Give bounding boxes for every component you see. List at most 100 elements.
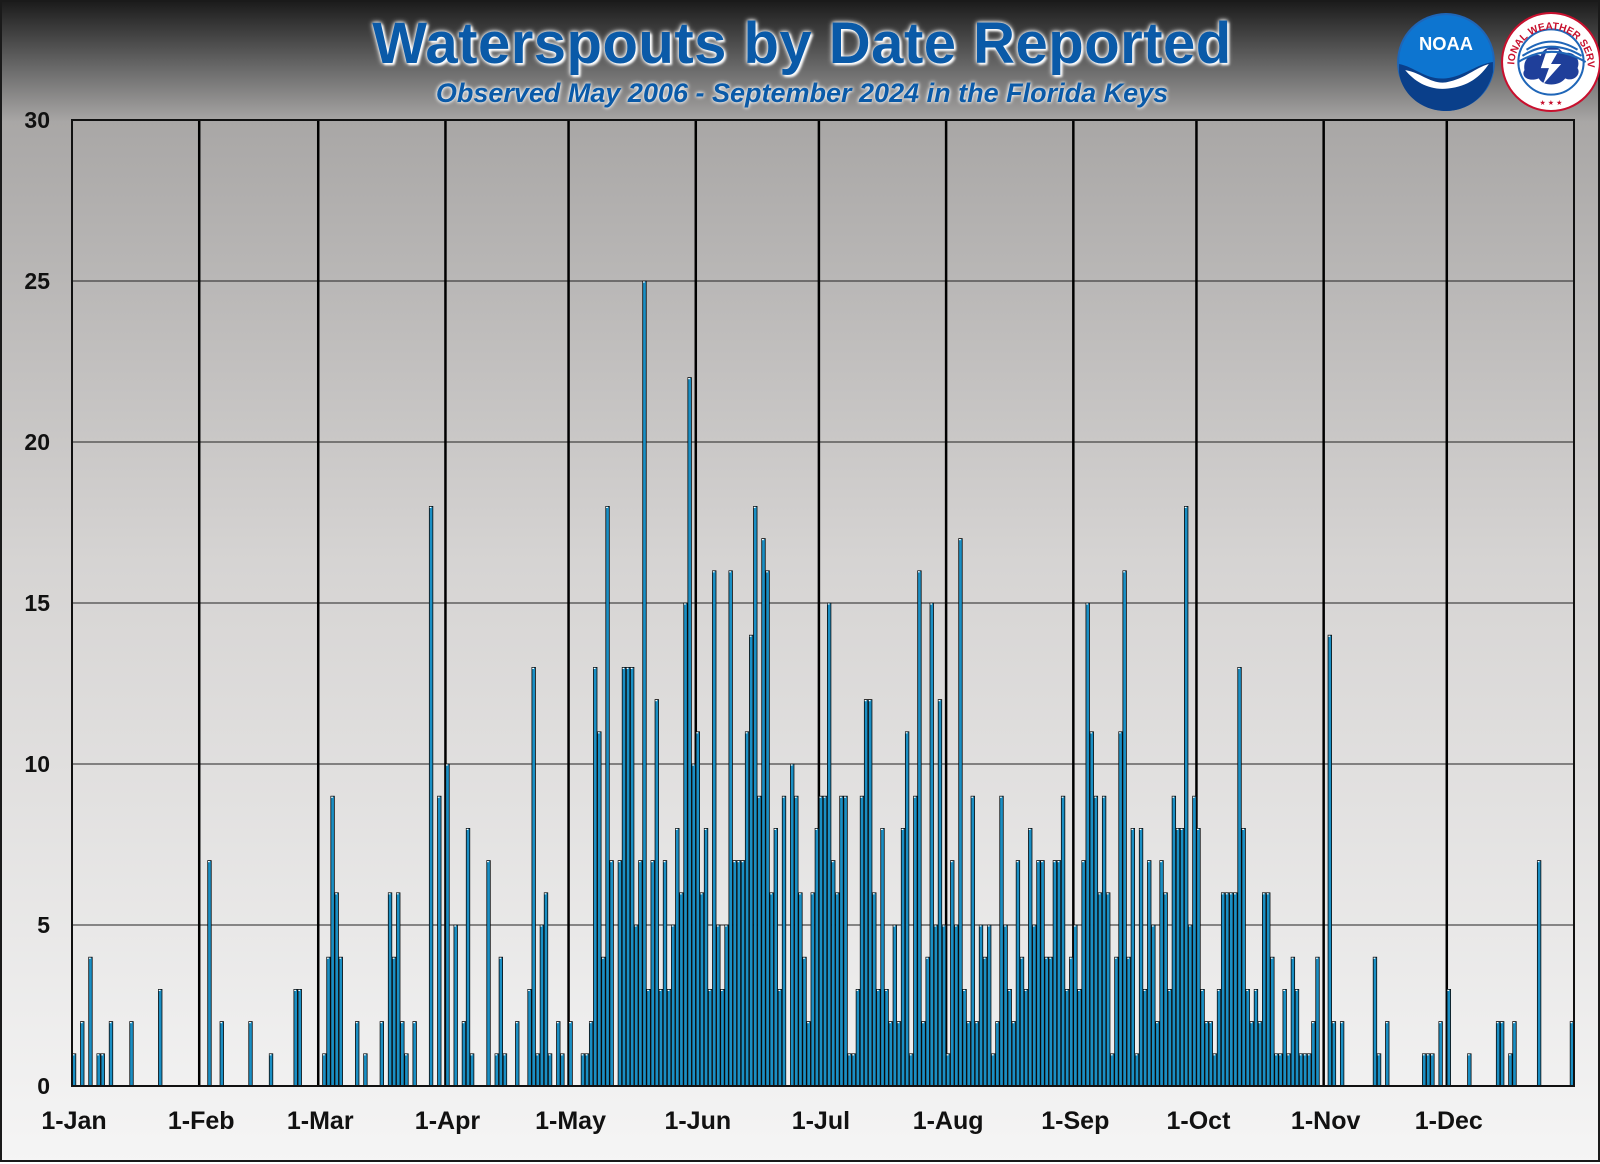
bar bbox=[1106, 892, 1111, 1087]
bar bbox=[884, 989, 889, 1087]
bar bbox=[539, 924, 545, 1087]
bar bbox=[843, 795, 848, 1087]
bar bbox=[1327, 634, 1332, 1087]
bar bbox=[933, 924, 939, 1087]
bar bbox=[679, 892, 684, 1087]
bar bbox=[1241, 828, 1246, 1087]
bar bbox=[1286, 1053, 1291, 1087]
bar bbox=[646, 989, 651, 1087]
bar bbox=[995, 1021, 1000, 1087]
bar bbox=[794, 795, 799, 1087]
bar bbox=[802, 956, 807, 1087]
svg-text:★ ★ ★: ★ ★ ★ bbox=[1539, 99, 1562, 107]
bar bbox=[1249, 1021, 1255, 1087]
bar bbox=[892, 924, 897, 1087]
bar bbox=[662, 860, 668, 1087]
y-tick-label: 10 bbox=[24, 751, 50, 777]
bar bbox=[1216, 989, 1222, 1087]
bar bbox=[1089, 731, 1094, 1087]
bar bbox=[129, 1021, 134, 1087]
x-tick-label: 1-Apr bbox=[415, 1107, 481, 1135]
bar bbox=[921, 1021, 926, 1087]
bar bbox=[675, 828, 680, 1087]
bar bbox=[790, 763, 795, 1087]
x-tick-label: 1-Sep bbox=[1041, 1107, 1109, 1135]
bar bbox=[1028, 828, 1033, 1087]
bar bbox=[1175, 828, 1181, 1087]
bar bbox=[1077, 989, 1082, 1087]
noaa-logo-text: NOAA bbox=[1419, 33, 1473, 54]
bar bbox=[527, 989, 532, 1087]
bar bbox=[937, 699, 943, 1087]
bar bbox=[1274, 1053, 1279, 1087]
bar bbox=[1151, 924, 1156, 1087]
bar bbox=[900, 828, 906, 1087]
bar bbox=[630, 667, 635, 1087]
bar bbox=[568, 1021, 573, 1087]
bar bbox=[547, 1053, 553, 1087]
bar bbox=[1245, 989, 1250, 1087]
bar bbox=[970, 795, 975, 1087]
bar bbox=[1430, 1053, 1435, 1087]
bar bbox=[1229, 892, 1234, 1087]
bar bbox=[1237, 667, 1242, 1087]
bar bbox=[810, 892, 815, 1087]
bar bbox=[822, 795, 828, 1087]
bar bbox=[769, 892, 774, 1087]
bar bbox=[880, 828, 885, 1087]
bar bbox=[703, 828, 709, 1087]
bar bbox=[728, 570, 733, 1087]
bar bbox=[1171, 795, 1177, 1087]
x-axis-ticks: 1-Jan 1-Feb 1-Mar 1-Apr 1-May 1-Jun 1-Jul 1-Aug… bbox=[41, 1107, 1483, 1135]
bar bbox=[1253, 989, 1259, 1087]
bar bbox=[437, 795, 442, 1087]
bar bbox=[1138, 828, 1144, 1087]
bar bbox=[913, 795, 918, 1087]
bar bbox=[1225, 892, 1230, 1087]
bar bbox=[486, 860, 491, 1087]
bar bbox=[687, 377, 692, 1087]
bar bbox=[363, 1053, 368, 1087]
x-tick-label: 1-Mar bbox=[287, 1107, 354, 1135]
bar bbox=[322, 1053, 327, 1087]
bar bbox=[535, 1053, 540, 1087]
bar bbox=[1270, 956, 1275, 1087]
bar bbox=[827, 602, 832, 1087]
bar bbox=[1101, 795, 1107, 1087]
bar bbox=[338, 956, 343, 1087]
bar bbox=[617, 860, 623, 1087]
bar bbox=[1188, 924, 1193, 1087]
bar bbox=[100, 1053, 105, 1087]
bar bbox=[982, 956, 988, 1087]
bar bbox=[387, 892, 393, 1087]
x-tick-label: 1-Aug bbox=[913, 1107, 984, 1135]
bar bbox=[691, 763, 696, 1087]
bar bbox=[1508, 1053, 1513, 1087]
bar bbox=[1339, 1021, 1345, 1087]
bar bbox=[621, 667, 627, 1087]
bar bbox=[1048, 956, 1053, 1087]
bar bbox=[1179, 828, 1185, 1087]
bar bbox=[650, 860, 655, 1087]
bar bbox=[818, 795, 824, 1087]
bar bbox=[1196, 828, 1201, 1087]
bar bbox=[736, 860, 742, 1087]
bar bbox=[839, 795, 844, 1087]
bar bbox=[96, 1053, 101, 1087]
nws-logo: ★ ★ ★ NATIONAL WEATHER SERVICE bbox=[1500, 11, 1600, 112]
bar bbox=[609, 860, 614, 1087]
bar bbox=[962, 989, 967, 1087]
bar bbox=[1467, 1053, 1472, 1087]
bar bbox=[1422, 1053, 1427, 1087]
bar bbox=[831, 860, 836, 1087]
bar bbox=[1385, 1021, 1390, 1087]
bar bbox=[445, 763, 450, 1087]
bar bbox=[1019, 956, 1025, 1087]
bar bbox=[1023, 989, 1029, 1087]
bar bbox=[974, 1021, 980, 1087]
bar bbox=[1220, 892, 1226, 1087]
bar bbox=[515, 1021, 520, 1087]
bar bbox=[941, 924, 947, 1087]
bar bbox=[1282, 989, 1287, 1087]
bar bbox=[1065, 989, 1070, 1087]
